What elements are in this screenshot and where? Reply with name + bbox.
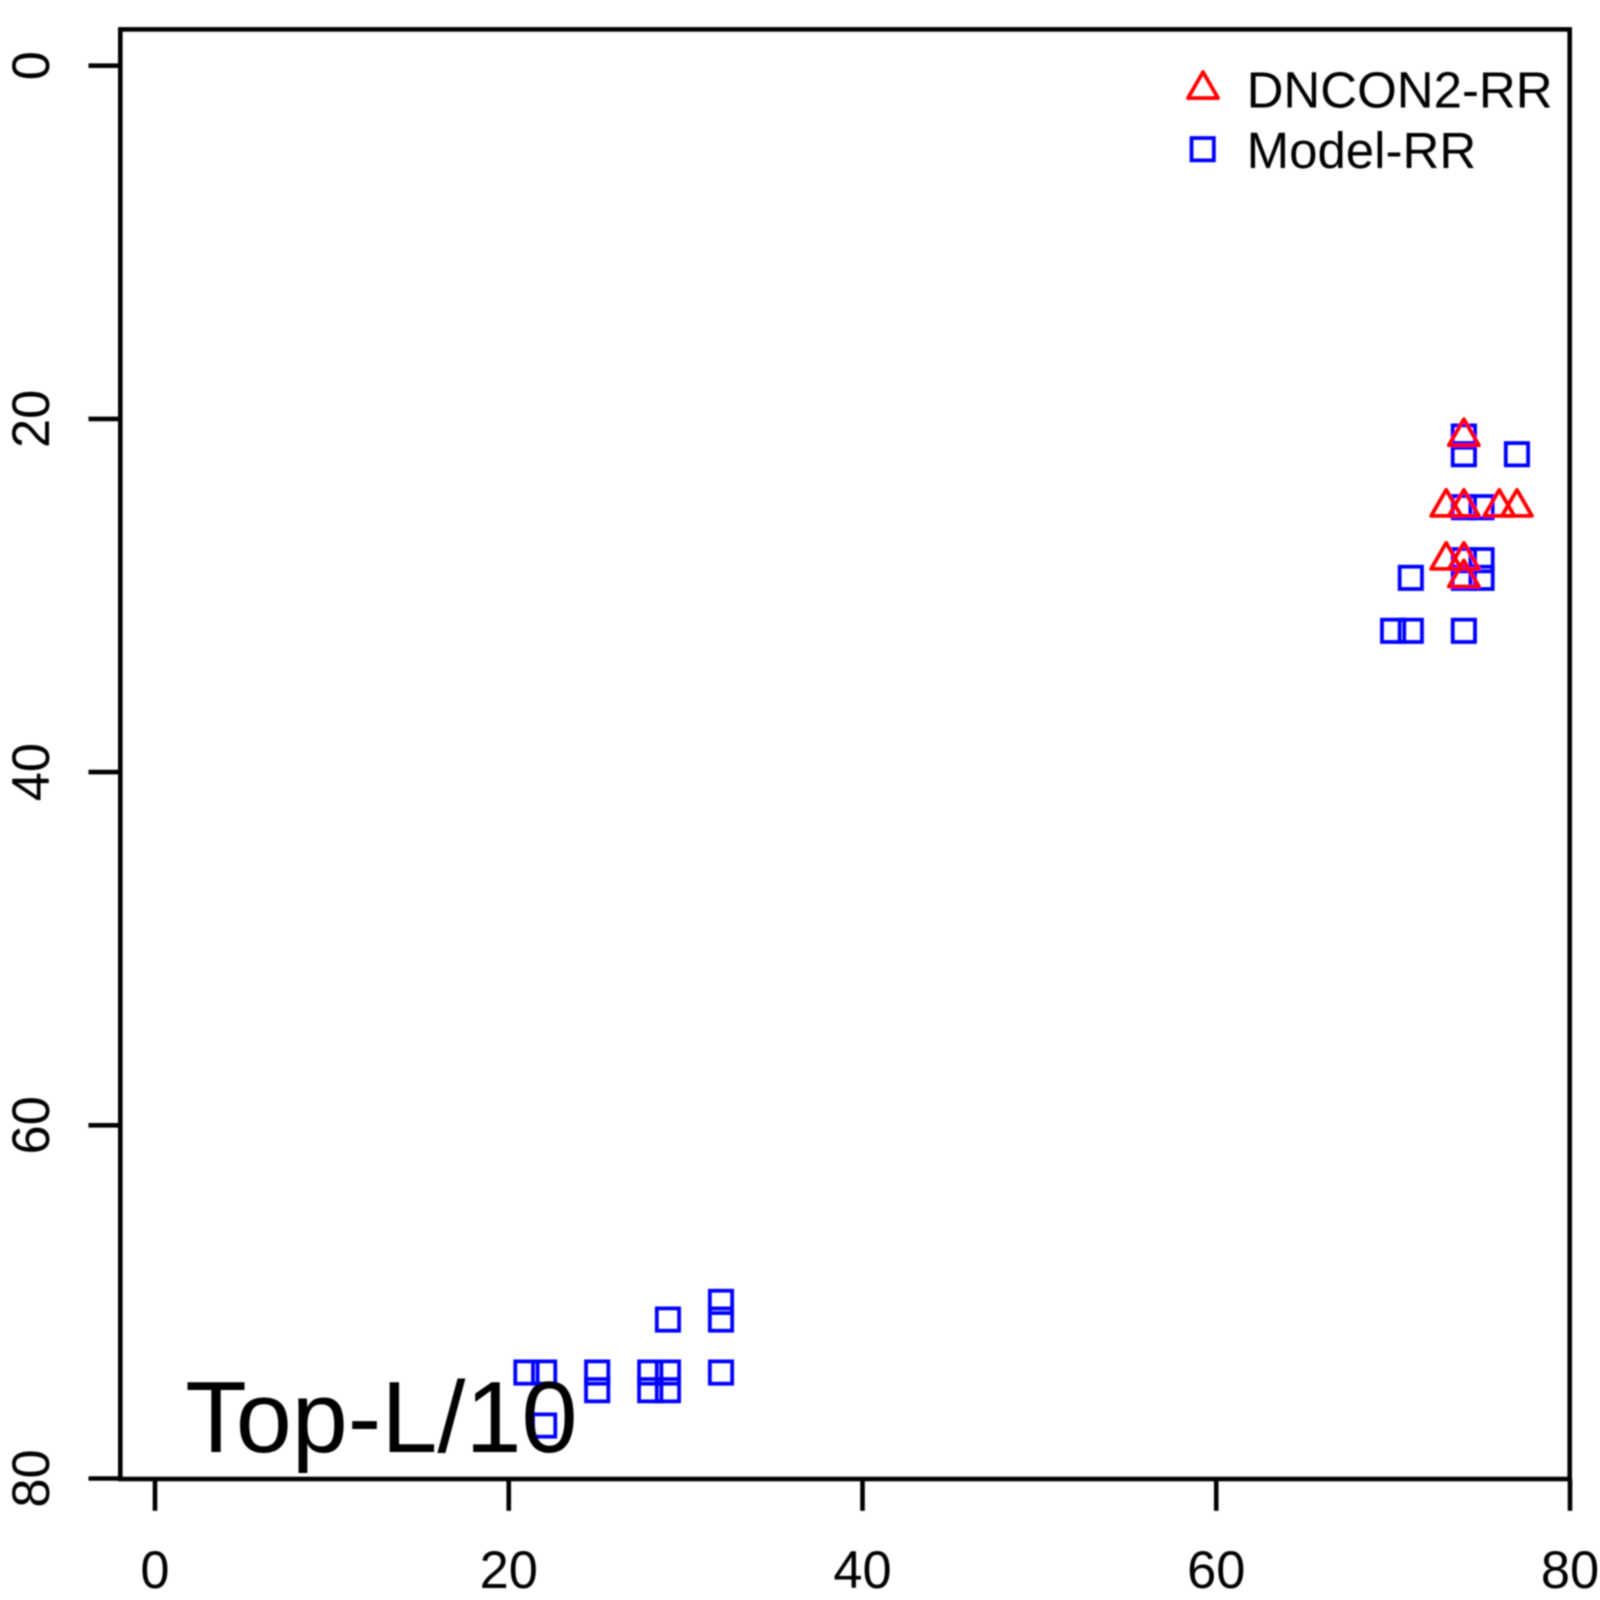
svg-text:DNCON2-RR: DNCON2-RR — [1247, 62, 1553, 119]
svg-text:40: 40 — [833, 1542, 891, 1600]
svg-text:20: 20 — [480, 1542, 538, 1600]
svg-text:0: 0 — [140, 1542, 169, 1600]
svg-text:80: 80 — [1541, 1542, 1599, 1600]
svg-text:40: 40 — [3, 743, 61, 801]
svg-text:20: 20 — [3, 390, 61, 448]
svg-text:60: 60 — [3, 1096, 61, 1154]
svg-text:0: 0 — [3, 51, 61, 80]
svg-text:Top-L/10: Top-L/10 — [185, 1362, 577, 1474]
svg-text:Model-RR: Model-RR — [1247, 122, 1477, 179]
svg-text:60: 60 — [1187, 1542, 1245, 1600]
svg-text:80: 80 — [3, 1449, 61, 1507]
